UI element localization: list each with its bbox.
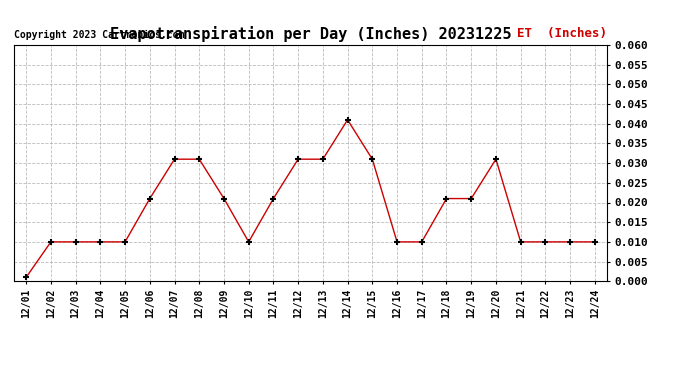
Text: ET  (Inches): ET (Inches): [518, 27, 607, 40]
Title: Evapotranspiration per Day (Inches) 20231225: Evapotranspiration per Day (Inches) 2023…: [110, 27, 511, 42]
Text: Copyright 2023 Cartronics.com: Copyright 2023 Cartronics.com: [14, 30, 184, 40]
